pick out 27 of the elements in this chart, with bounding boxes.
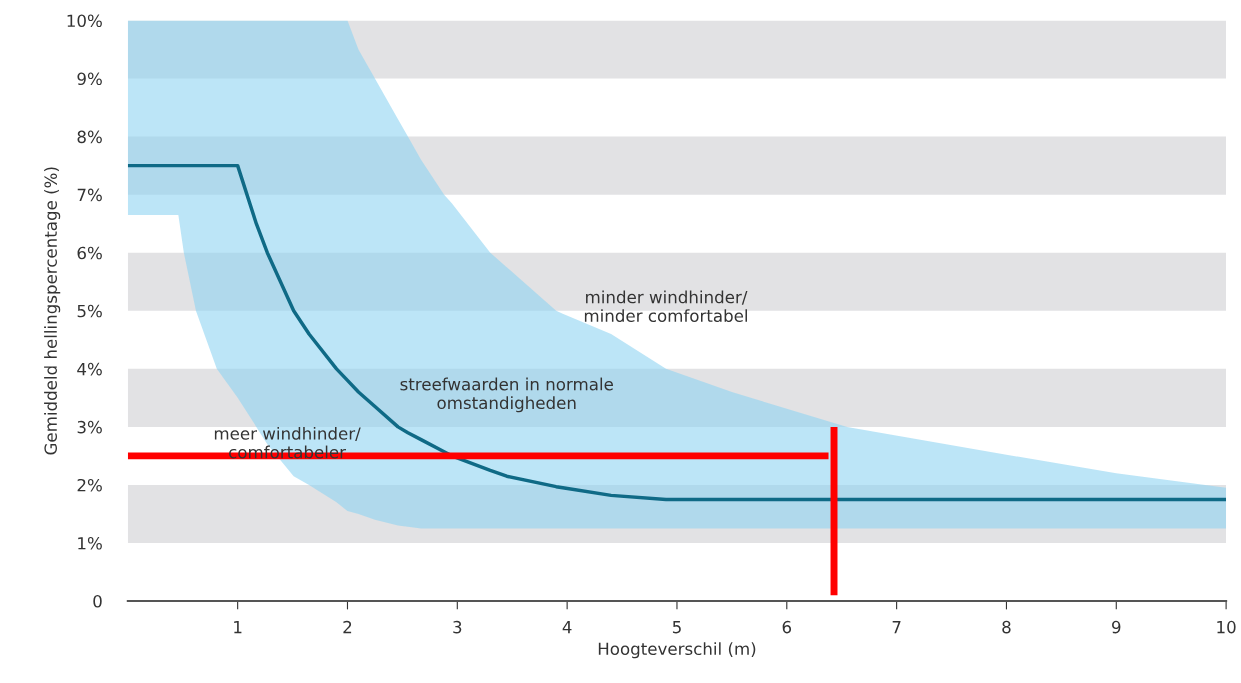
- x-tick-label: 1: [234, 621, 242, 634]
- y-tick-label: 4%: [77, 362, 102, 376]
- annotation: streefwaarden in normale omstandigheden: [400, 377, 613, 413]
- x-tick-label: 6: [782, 620, 792, 634]
- x-tick-label: 9: [1112, 620, 1121, 634]
- annotation: meer windhinder/ comfortabeler: [214, 426, 361, 459]
- y-tick-label: 6%: [77, 246, 102, 260]
- y-axis-title: Gemiddeld hellingspercentage (%): [44, 167, 61, 455]
- y-tick-label: 8%: [77, 130, 102, 144]
- x-tick-label: 10: [1217, 620, 1236, 634]
- x-tick-label: 4: [562, 621, 572, 634]
- x-axis-title: Hoogteverschil (m): [598, 642, 756, 659]
- annotation: minder windhinder/ minder comfortabel: [584, 290, 748, 323]
- x-tick-label: 3: [453, 620, 462, 634]
- y-tick-label: 2%: [77, 478, 102, 492]
- y-tick-label: 3%: [77, 420, 102, 434]
- x-tick-label: 7: [892, 621, 901, 634]
- x-tick-label: 8: [1002, 620, 1011, 634]
- line-series: [127, 163, 1227, 502]
- x-tick-label: 2: [343, 620, 352, 634]
- y-tick-label: 7%: [77, 188, 102, 202]
- x-tick-label: 5: [672, 621, 681, 634]
- y-tick-label: 5%: [77, 304, 102, 318]
- y-tick-label: 9%: [77, 72, 102, 86]
- y-tick-label: 10%: [67, 14, 102, 28]
- y-tick-label: 0: [93, 595, 102, 608]
- y-tick-label: 1%: [78, 536, 102, 550]
